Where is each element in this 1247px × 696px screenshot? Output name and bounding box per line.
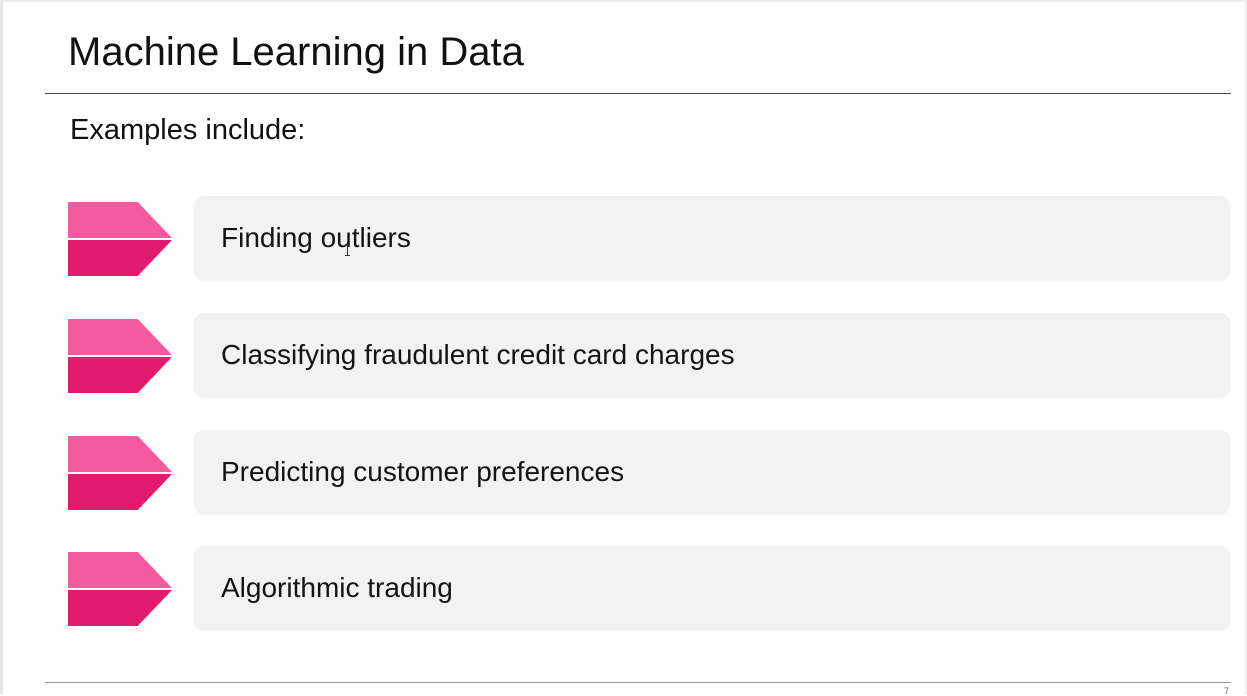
chevron-arrow-icon bbox=[68, 319, 172, 393]
chevron-bottom-half bbox=[68, 474, 172, 510]
chevron-arrow-icon bbox=[68, 202, 172, 276]
list-item: Algorithmic trading bbox=[3, 546, 1247, 632]
chevron-arrow-icon bbox=[68, 552, 172, 626]
intro-text: Examples include: bbox=[70, 114, 306, 146]
item-box: Finding outliers bbox=[194, 196, 1230, 280]
item-label: Classifying fraudulent credit card charg… bbox=[221, 339, 735, 370]
text-cursor-icon bbox=[345, 244, 350, 256]
slide-title: Machine Learning in Data bbox=[68, 30, 524, 74]
page-number: 7 bbox=[1224, 686, 1230, 696]
chevron-top-half bbox=[68, 319, 172, 355]
chevron-bottom-half bbox=[68, 590, 172, 626]
list-item: Classifying fraudulent credit card charg… bbox=[3, 313, 1247, 399]
item-box: Algorithmic trading bbox=[194, 546, 1230, 630]
chevron-arrow-icon bbox=[68, 436, 172, 510]
chevron-top-half bbox=[68, 552, 172, 588]
list-item: Predicting customer preferences bbox=[3, 430, 1247, 516]
chevron-top-half bbox=[68, 436, 172, 472]
item-label: Finding outliers bbox=[221, 222, 411, 253]
title-divider bbox=[45, 93, 1231, 94]
item-label: Algorithmic trading bbox=[221, 572, 453, 603]
chevron-top-half bbox=[68, 202, 172, 238]
item-box: Classifying fraudulent credit card charg… bbox=[194, 313, 1230, 397]
list-item: Finding outliers bbox=[3, 196, 1247, 282]
chevron-bottom-half bbox=[68, 240, 172, 276]
item-label: Predicting customer preferences bbox=[221, 456, 625, 487]
chevron-bottom-half bbox=[68, 357, 172, 393]
item-box: Predicting customer preferences bbox=[194, 430, 1230, 514]
footer-divider bbox=[45, 682, 1231, 683]
